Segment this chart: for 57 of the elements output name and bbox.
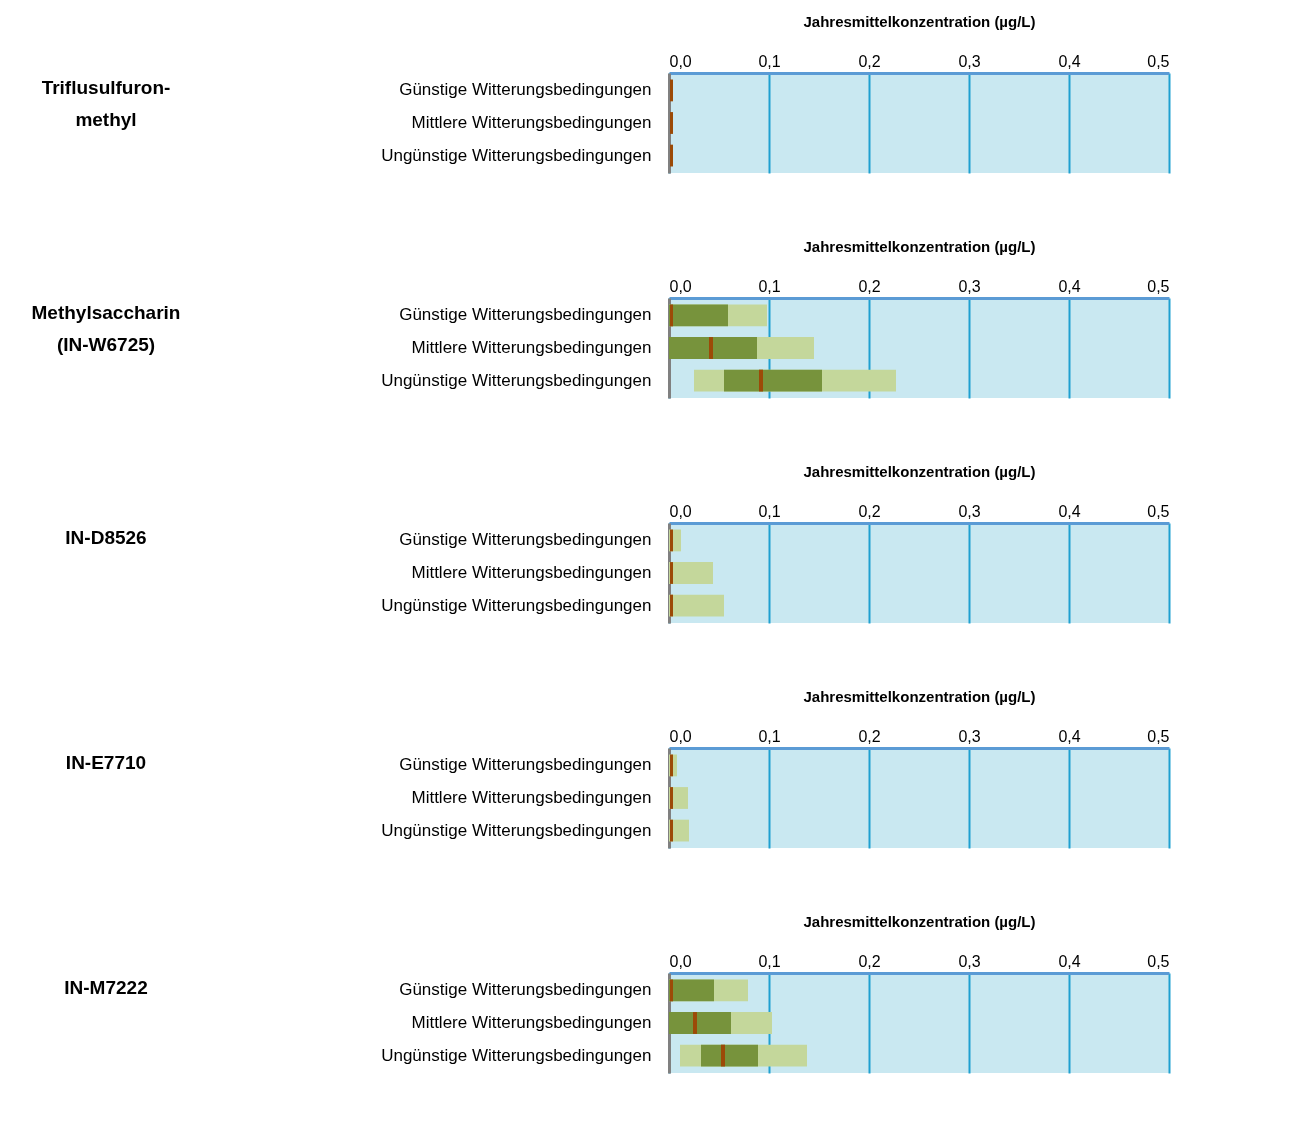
y-tick-label: Günstige Witterungsbedingungen bbox=[399, 530, 652, 550]
y-tick-label: Günstige Witterungsbedingungen bbox=[399, 755, 652, 775]
x-tick-label: 0,2 bbox=[858, 727, 881, 745]
x-tick-label: 0,0 bbox=[669, 277, 692, 295]
y-tick-label: Ungünstige Witterungsbedingungen bbox=[381, 820, 652, 840]
x-tick-label: 0,5 bbox=[1147, 502, 1170, 520]
x-axis-title: Jahresmittelkonzentration (µg/L) bbox=[803, 12, 1036, 30]
text: methyl bbox=[75, 109, 137, 130]
x-tick-label: 0,5 bbox=[1147, 952, 1170, 970]
x-tick-label: 0,4 bbox=[1058, 502, 1081, 520]
text: Methylsaccharin bbox=[31, 302, 181, 323]
y-tick-label: Mittlere Witterungsbedingungen bbox=[411, 788, 652, 807]
x-tick-label: 0,1 bbox=[758, 277, 781, 295]
x-tick-label: 0,4 bbox=[1058, 277, 1081, 295]
text: IN-D8526 bbox=[65, 527, 147, 548]
y-tick-label: Mittlere Witterungsbedingungen bbox=[411, 563, 652, 582]
x-tick-label: 0,5 bbox=[1147, 52, 1170, 70]
x-tick-label: 0,1 bbox=[758, 52, 781, 70]
x-tick-label: 0,5 bbox=[1147, 727, 1170, 745]
text: Triflusulfuron- bbox=[41, 77, 171, 98]
y-tick-label: Ungünstige Witterungsbedingungen bbox=[381, 595, 652, 615]
x-tick-label: 0,1 bbox=[758, 727, 781, 745]
x-tick-label: 0,2 bbox=[858, 952, 881, 970]
y-tick-label: Günstige Witterungsbedingungen bbox=[399, 305, 652, 325]
y-tick-label: Mittlere Witterungsbedingungen bbox=[411, 113, 652, 132]
y-tick-label: Günstige Witterungsbedingungen bbox=[399, 980, 652, 1000]
x-axis-title: Jahresmittelkonzentration (µg/L) bbox=[803, 237, 1036, 255]
y-tick-label: Ungünstige Witterungsbedingungen bbox=[381, 1045, 652, 1065]
x-tick-label: 0,1 bbox=[758, 502, 781, 520]
y-tick-label: Günstige Witterungsbedingungen bbox=[399, 80, 652, 100]
x-tick-label: 0,3 bbox=[958, 952, 981, 970]
x-tick-label: 0,1 bbox=[758, 952, 781, 970]
x-tick-label: 0,3 bbox=[958, 502, 981, 520]
y-tick-label: Ungünstige Witterungsbedingungen bbox=[381, 370, 652, 390]
x-tick-label: 0,3 bbox=[958, 727, 981, 745]
x-tick-label: 0,2 bbox=[858, 502, 881, 520]
x-tick-label: 0,0 bbox=[669, 727, 692, 745]
x-axis-title: Jahresmittelkonzentration (µg/L) bbox=[803, 462, 1036, 480]
text: (IN-W6725) bbox=[56, 334, 156, 355]
y-tick-label: Mittlere Witterungsbedingungen bbox=[411, 338, 652, 357]
x-tick-label: 0,4 bbox=[1058, 727, 1081, 745]
text: IN-M7222 bbox=[64, 977, 148, 998]
x-tick-label: 0,4 bbox=[1058, 52, 1081, 70]
x-tick-label: 0,0 bbox=[669, 952, 692, 970]
x-tick-label: 0,0 bbox=[669, 52, 692, 70]
x-tick-label: 0,4 bbox=[1058, 952, 1081, 970]
x-tick-label: 0,0 bbox=[669, 502, 692, 520]
x-tick-label: 0,2 bbox=[858, 52, 881, 70]
x-tick-label: 0,3 bbox=[958, 52, 981, 70]
text: IN-E7710 bbox=[65, 752, 147, 773]
x-tick-label: 0,5 bbox=[1147, 277, 1170, 295]
x-axis-title: Jahresmittelkonzentration (µg/L) bbox=[803, 687, 1036, 705]
x-tick-label: 0,3 bbox=[958, 277, 981, 295]
y-tick-label: Ungünstige Witterungsbedingungen bbox=[381, 145, 652, 165]
y-tick-label: Mittlere Witterungsbedingungen bbox=[411, 1013, 652, 1032]
x-axis-title: Jahresmittelkonzentration (µg/L) bbox=[803, 912, 1036, 930]
x-tick-label: 0,2 bbox=[858, 277, 881, 295]
